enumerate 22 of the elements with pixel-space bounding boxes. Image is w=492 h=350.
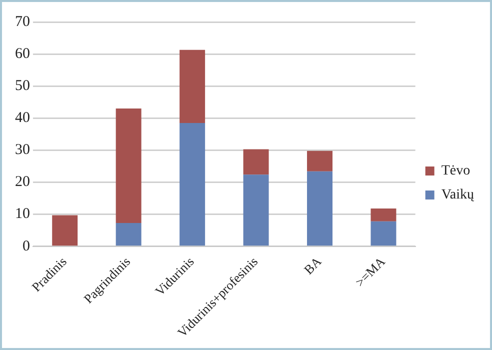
y-tick-label: 50	[15, 78, 30, 94]
bar	[307, 150, 332, 172]
y-tick-label: 40	[15, 110, 30, 126]
bar	[52, 215, 78, 246]
bar	[180, 50, 206, 123]
bar	[116, 222, 142, 246]
y-tick-label: 10	[15, 206, 30, 222]
y-tick-label: 0	[22, 238, 30, 254]
x-tick-label: BA	[300, 253, 325, 278]
y-tick-label: 20	[15, 174, 30, 190]
bar	[116, 108, 142, 223]
bar	[243, 149, 269, 175]
legend-label: Vaikų	[441, 188, 474, 203]
y-tick-label: 30	[15, 142, 30, 158]
bar	[370, 208, 396, 222]
bar	[370, 221, 396, 246]
bar	[243, 174, 269, 246]
legend-label: Tėvo	[441, 164, 470, 179]
y-tick-label: 60	[15, 46, 30, 62]
y-tick-label: 70	[15, 14, 30, 30]
bar	[307, 171, 332, 246]
bar	[180, 122, 206, 246]
